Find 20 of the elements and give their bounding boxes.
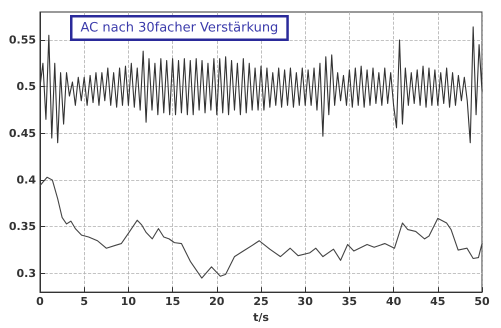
x-axis-title: t/s: [253, 311, 270, 324]
x-tick-label: 45: [430, 295, 446, 308]
x-tick-label: 25: [253, 295, 269, 308]
y-tick-label: 0.3: [16, 266, 36, 280]
y-tick-label: 0.45: [8, 126, 36, 140]
y-tick-label: 0.55: [8, 34, 36, 47]
y-tick-label: 0.4: [16, 174, 36, 187]
annotation: AC nach 30facher Verstärkung: [80, 20, 278, 36]
x-tick-label: 35: [342, 295, 358, 308]
x-tick-label: 40: [386, 295, 402, 308]
x-tick-label: 10: [120, 295, 136, 308]
line-series: [39, 176, 483, 279]
y-tick-label: 0.5: [16, 80, 36, 94]
x-tick-label: 5: [80, 295, 88, 308]
x-tick-label: 50: [474, 295, 490, 308]
x-tick-label: 0: [36, 295, 44, 308]
x-tick-label: 30: [298, 295, 314, 308]
y-tick-label: 0.35: [8, 220, 36, 234]
x-tick-label: 20: [209, 295, 225, 308]
x-tick-label: 15: [164, 295, 180, 308]
